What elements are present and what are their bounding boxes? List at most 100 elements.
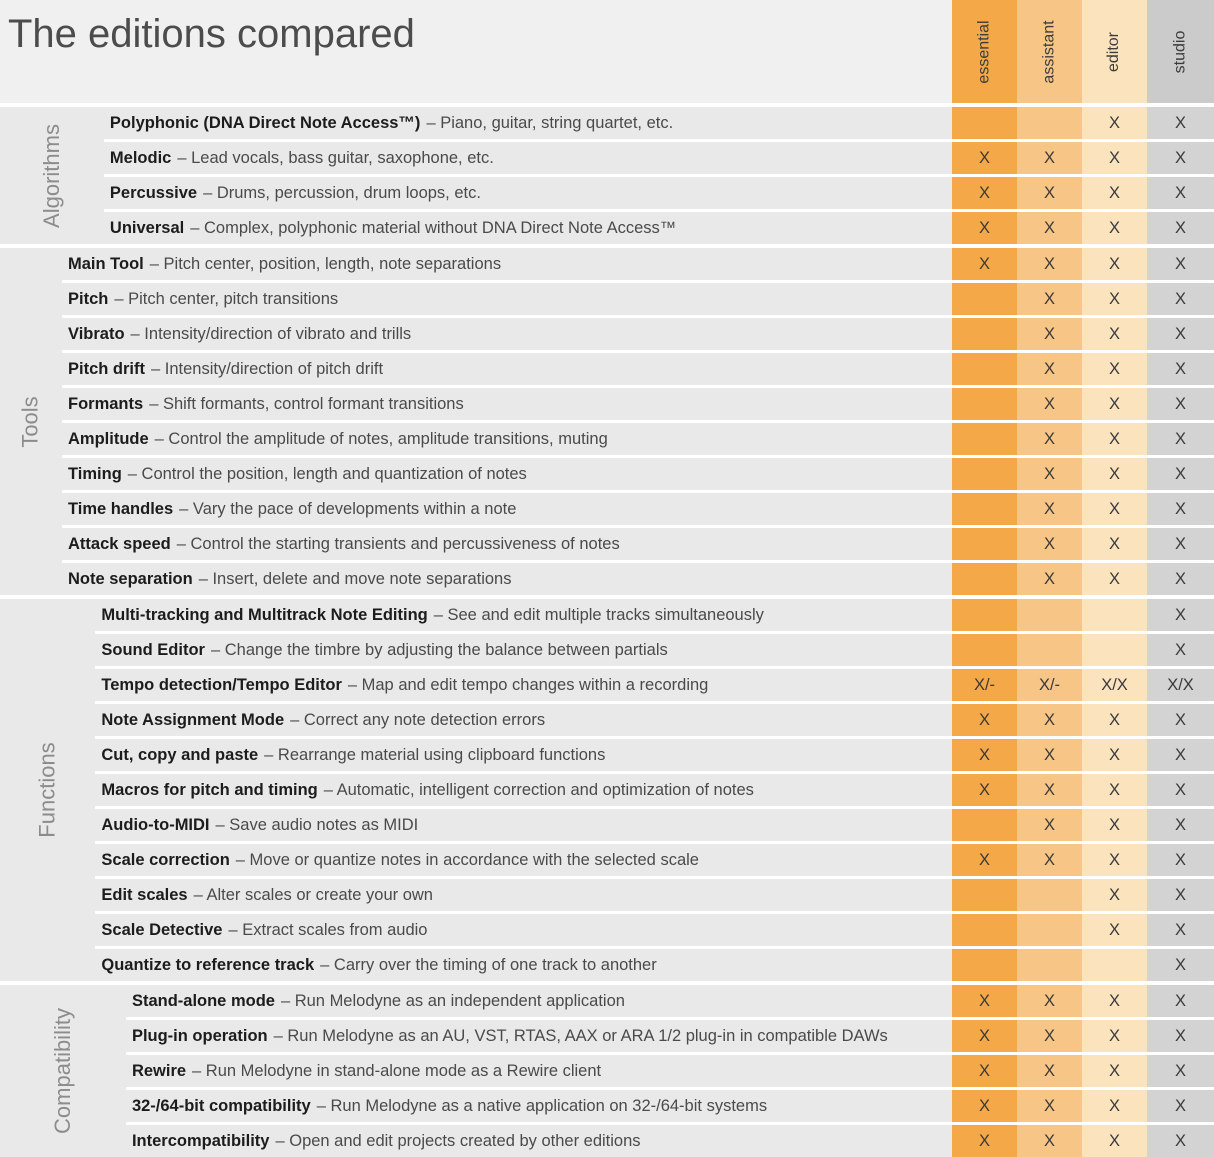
page-title: The editions compared <box>8 12 415 56</box>
value-cell-assistant <box>1017 599 1082 631</box>
value-cell-essential <box>952 388 1017 420</box>
value-mark: X/X <box>1101 675 1128 694</box>
value-mark: X <box>1108 464 1120 483</box>
feature-name: Rewire <box>131 1061 187 1080</box>
value-cell-editor <box>1082 634 1147 666</box>
value-mark: X <box>1174 359 1186 378</box>
value-mark: X <box>978 1131 990 1150</box>
value-cell-assistant: X <box>1017 1020 1082 1052</box>
value-cell-essential: X <box>952 142 1017 174</box>
value-mark: X <box>1108 499 1120 518</box>
section-gutter-compatibility: Compatibility <box>0 985 126 1157</box>
value-mark: X <box>978 710 990 729</box>
value-mark: X <box>1043 289 1055 308</box>
value-cell-assistant: X <box>1017 774 1082 806</box>
feature-description: – Carry over the timing of one track to … <box>320 955 657 974</box>
value-mark: X <box>1108 569 1120 588</box>
value-mark: X <box>1108 289 1120 308</box>
feature-name: Formants <box>68 394 144 413</box>
value-cell-studio: X <box>1147 1090 1214 1122</box>
value-cell-essential <box>952 809 1017 841</box>
section-rows: Multi-tracking and Multitrack Note Editi… <box>95 599 1214 981</box>
value-cell-assistant: X <box>1017 318 1082 350</box>
value-cell-assistant: X <box>1017 388 1082 420</box>
feature-cell: Vibrato – Intensity/direction of vibrato … <box>62 318 952 350</box>
value-cell-studio: X <box>1147 599 1214 631</box>
column-header-assistant-label: assistant <box>1040 19 1058 84</box>
feature-description: – Pitch center, position, length, note s… <box>149 254 502 273</box>
feature-cell: Quantize to reference track – Carry over … <box>95 949 952 981</box>
value-cell-studio: X <box>1147 809 1214 841</box>
value-cell-essential <box>952 634 1017 666</box>
value-cell-essential: X/- <box>952 669 1017 701</box>
value-cell-editor: X <box>1082 423 1147 455</box>
section-label: Functions <box>34 742 60 838</box>
value-cell-editor: X <box>1082 844 1147 876</box>
value-mark: X <box>1043 1096 1055 1115</box>
value-cell-assistant <box>1017 879 1082 911</box>
value-cell-studio: X <box>1147 949 1214 981</box>
feature-name: Timing <box>68 464 122 483</box>
feature-cell: Audio-to-MIDI – Save audio notes as MIDI <box>95 809 952 841</box>
section-label: Tools <box>17 395 43 448</box>
feature-name: Note Assignment Mode <box>101 710 285 729</box>
feature-description: – Correct any note detection errors <box>290 710 546 729</box>
table-row: Pitch drift – Intensity/direction of pitc… <box>62 353 1214 385</box>
value-mark: X <box>1108 1131 1120 1150</box>
value-mark: X <box>1174 850 1186 869</box>
value-mark: X <box>1174 920 1186 939</box>
feature-description: – Save audio notes as MIDI <box>215 815 419 834</box>
value-cell-assistant: X <box>1017 1125 1082 1157</box>
value-mark: X <box>1108 218 1120 237</box>
feature-description: – Run Melodyne in stand-alone mode as a … <box>192 1061 602 1080</box>
value-cell-studio: X <box>1147 879 1214 911</box>
value-mark: X <box>1174 991 1186 1010</box>
table-row: Quantize to reference track – Carry over … <box>95 949 1214 981</box>
feature-cell: Attack speed – Control the starting trans… <box>62 528 952 560</box>
value-mark: X <box>1174 710 1186 729</box>
value-cell-assistant: X/- <box>1017 669 1082 701</box>
feature-name: Amplitude <box>68 429 149 448</box>
feature-cell: Pitch – Pitch center, pitch transitions <box>62 283 952 315</box>
value-mark: X <box>1174 148 1186 167</box>
value-cell-editor: X <box>1082 739 1147 771</box>
value-mark: X <box>1108 991 1120 1010</box>
feature-cell: Main Tool – Pitch center, position, lengt… <box>62 248 952 280</box>
feature-description: – Intensity/direction of pitch drift <box>151 359 384 378</box>
feature-description: – Shift formants, control formant transi… <box>149 394 464 413</box>
value-cell-assistant <box>1017 949 1082 981</box>
table-row: Vibrato – Intensity/direction of vibrato … <box>62 318 1214 350</box>
value-mark: X <box>1174 815 1186 834</box>
value-cell-essential: X <box>952 248 1017 280</box>
value-cell-essential: X <box>952 774 1017 806</box>
value-cell-studio: X <box>1147 1020 1214 1052</box>
value-mark: X <box>1174 745 1186 764</box>
value-cell-assistant: X <box>1017 844 1082 876</box>
value-cell-editor: X <box>1082 985 1147 1017</box>
value-cell-editor: X <box>1082 212 1147 244</box>
section-gutter-tools: Tools <box>0 248 62 595</box>
column-header-studio: studio <box>1147 0 1214 103</box>
value-cell-editor <box>1082 949 1147 981</box>
value-cell-editor: X <box>1082 563 1147 595</box>
value-cell-studio: X <box>1147 107 1214 139</box>
value-mark: X <box>1174 605 1186 624</box>
table-row: Universal – Complex, polyphonic material … <box>103 212 1214 244</box>
feature-name: Tempo detection/Tempo Editor <box>101 675 342 694</box>
feature-description: – Control the amplitude of notes, amplit… <box>154 429 608 448</box>
feature-description: – Run Melodyne as a native application o… <box>316 1096 768 1115</box>
value-mark: X <box>1108 183 1120 202</box>
value-cell-assistant: X <box>1017 985 1082 1017</box>
value-cell-assistant: X <box>1017 142 1082 174</box>
feature-name: Universal <box>109 218 185 237</box>
value-mark: X <box>978 780 990 799</box>
feature-cell: Rewire – Run Melodyne in stand-alone mode… <box>125 1055 952 1087</box>
value-cell-editor: X <box>1082 388 1147 420</box>
value-cell-studio: X <box>1147 704 1214 736</box>
feature-name: Multi-tracking and Multitrack Note Editi… <box>101 605 428 624</box>
value-mark: X <box>1043 569 1055 588</box>
value-mark: X <box>978 1096 990 1115</box>
value-mark: X <box>1174 394 1186 413</box>
value-mark: X <box>1174 1131 1186 1150</box>
title-area: The editions compared <box>0 0 952 103</box>
